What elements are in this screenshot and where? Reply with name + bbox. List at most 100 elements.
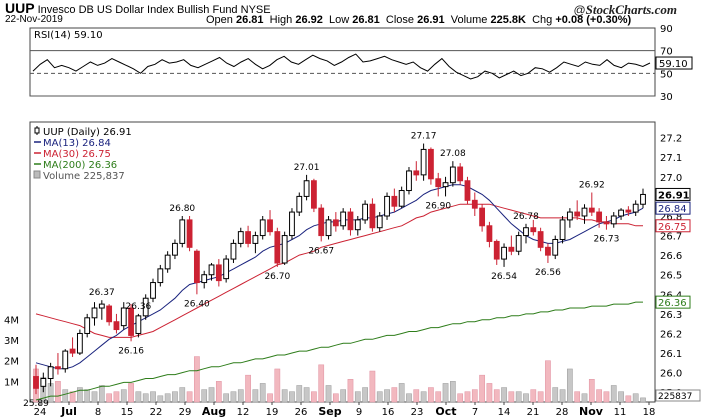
- candle-body: [559, 219, 566, 240]
- volume-bar: [347, 379, 354, 403]
- candle-body: [40, 378, 47, 387]
- volume-bar: [55, 381, 61, 403]
- candle-body: [164, 254, 171, 270]
- volume-bar: [479, 374, 485, 403]
- candle-body: [208, 264, 215, 276]
- volume-bar: [267, 393, 273, 403]
- candle-body: [33, 376, 39, 389]
- volume-bar: [515, 391, 522, 403]
- volume-bar: [450, 381, 456, 403]
- volume-bar: [464, 391, 471, 403]
- candle-body: [303, 180, 310, 197]
- candle-body: [157, 268, 164, 284]
- volume-legend: Volume 225,837: [43, 171, 125, 182]
- price-tick-label: 26.7: [660, 232, 682, 243]
- volume-bar: [523, 393, 529, 403]
- volume-bar: [391, 387, 398, 403]
- price-annotation: 26.37: [89, 288, 115, 298]
- volume-bar: [435, 391, 442, 403]
- candle-body: [574, 211, 581, 217]
- x-tick-label: 12: [237, 407, 250, 418]
- price-annotation: 26.16: [118, 346, 144, 356]
- candle-body: [471, 199, 478, 209]
- candle-body: [120, 307, 127, 327]
- price-tick-label: 27.2: [660, 134, 682, 145]
- volume-bar: [325, 385, 332, 403]
- candle-body: [289, 211, 295, 237]
- volume-bar: [501, 387, 507, 403]
- volume-bar: [91, 391, 98, 403]
- candle-body: [596, 211, 603, 223]
- candle-body: [581, 207, 588, 217]
- volume-value: 225.8K: [490, 14, 526, 26]
- volume-bar: [398, 383, 405, 403]
- volume-bar: [493, 389, 500, 403]
- ma30-legend: MA(30) 26.75: [43, 149, 111, 160]
- candle-body: [62, 350, 69, 370]
- volume-bar: [259, 383, 266, 403]
- price-annotation: 26.67: [308, 246, 334, 256]
- candle-body: [237, 231, 244, 244]
- volume-bar: [362, 387, 368, 403]
- low-value: 26.81: [352, 14, 380, 26]
- price-frame: [29, 121, 656, 403]
- volume-bar: [640, 397, 646, 403]
- candle-body: [376, 215, 383, 229]
- price-legend-swatch-body: [34, 127, 40, 134]
- candle-body: [113, 321, 120, 331]
- candle-body: [135, 315, 142, 334]
- candle-body: [449, 166, 456, 184]
- volume-bar: [376, 391, 383, 403]
- price-tick-label: 26.5: [660, 271, 682, 282]
- candle-body: [501, 246, 507, 260]
- candle-body: [552, 238, 559, 256]
- ma200-value-tag-text: 26.36: [658, 298, 687, 309]
- copyright-icon: @: [573, 3, 586, 17]
- candle-body: [281, 235, 288, 264]
- price-annotation: 27.01: [294, 163, 320, 173]
- candle-body: [354, 219, 361, 231]
- price-panel: 27.227.127.026.926.826.726.626.526.426.3…: [4, 121, 701, 409]
- candle-body: [508, 246, 515, 252]
- volume-bar: [428, 387, 434, 403]
- volume-bar: [128, 383, 134, 403]
- x-tick-label: Oct: [435, 405, 456, 418]
- volume-bar: [157, 395, 164, 403]
- rsi-panel: 90 70 50 30 59.10 RSI(14) 59.10: [29, 24, 693, 103]
- price-tick-label: 26.3: [660, 310, 682, 321]
- x-tick-label: Sep: [318, 405, 341, 418]
- volume-bar: [120, 389, 127, 403]
- candle-body: [515, 235, 522, 252]
- x-axis: 24 Jul 8 15 22 29 Aug 12 19 26 Sep 9 16 23 Oct 7 14 21 28 N…: [34, 402, 656, 418]
- x-tick-label: 7: [472, 407, 478, 418]
- rsi-tick-label: 50: [660, 69, 673, 80]
- volume-bar: [508, 391, 515, 403]
- x-tick-label: 15: [121, 407, 134, 418]
- rsi-legend: RSI(14) 59.10: [34, 30, 103, 41]
- volume-bar: [384, 389, 390, 403]
- volume-bar: [113, 391, 120, 403]
- candle-body: [347, 211, 354, 231]
- price-tick-label: 26.1: [660, 349, 682, 360]
- ma200-legend: MA(200) 26.36: [43, 160, 117, 171]
- open-value: 26.81: [235, 14, 264, 26]
- candle-body: [150, 282, 156, 299]
- price-tick-label: 26.8: [660, 212, 682, 223]
- chg-label: Chg: [532, 14, 553, 26]
- x-tick-label: 18: [643, 407, 656, 418]
- exchange-label: NYSE: [240, 4, 271, 16]
- candle-body: [332, 219, 339, 227]
- candle-body: [618, 209, 624, 217]
- x-tick-label: 11: [614, 407, 627, 418]
- candle-body: [76, 332, 83, 354]
- ma200-line: [35, 301, 643, 401]
- volume-legend-swatch: [33, 170, 41, 179]
- candle-body: [84, 317, 91, 334]
- price-annotation: 26.70: [264, 272, 290, 282]
- volume-bar: [603, 391, 610, 403]
- volume-bar: [179, 387, 186, 403]
- candle-body: [230, 242, 237, 260]
- close-value: 26.91: [417, 14, 445, 26]
- close-label: Close: [385, 14, 415, 26]
- volume-bar: [618, 391, 624, 403]
